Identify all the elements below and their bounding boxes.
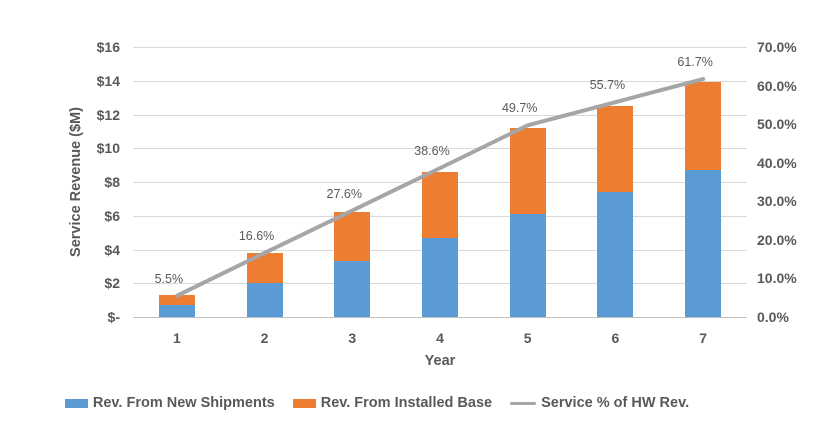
legend-label: Rev. From New Shipments — [92, 395, 275, 411]
x-axis-line — [133, 317, 747, 318]
bar-segment-new-shipments — [509, 214, 546, 317]
service-percent-line — [174, 77, 706, 298]
left-axis-tick: $16 — [96, 39, 120, 55]
x-axis-tick: 4 — [436, 330, 444, 346]
bar-segment-installed-base — [685, 82, 722, 171]
x-axis-tick: 1 — [172, 330, 181, 346]
line-data-label: 61.7% — [677, 55, 713, 69]
bar-segment-new-shipments — [422, 237, 458, 317]
x-axis-title: Year — [424, 353, 456, 369]
right-axis-tick: 10.0% — [757, 270, 797, 287]
line-data-label: 5.5% — [154, 271, 184, 286]
left-axis-tick: $2 — [104, 275, 120, 292]
x-axis-tick: 3 — [348, 330, 357, 346]
line-data-label: 27.6% — [326, 186, 362, 201]
x-axis-tick: 7 — [699, 330, 708, 346]
legend-color-swatch — [64, 398, 88, 408]
gridline — [133, 80, 747, 82]
bar-segment-installed-base — [509, 128, 546, 215]
right-axis-tick: 60.0% — [757, 77, 797, 94]
right-axis-tick: 20.0% — [757, 231, 797, 248]
left-axis-tick: $10 — [96, 140, 120, 157]
bar-segment-installed-base — [334, 212, 371, 262]
bar-segment-new-shipments — [246, 283, 283, 317]
left-axis-tick: $14 — [96, 72, 120, 89]
bar-segment-installed-base — [158, 295, 195, 306]
legend-label: Service % of HW Rev. — [541, 395, 690, 411]
gridline — [133, 114, 747, 116]
legend-label: Rev. From Installed Base — [320, 395, 493, 411]
bar-segment-new-shipments — [334, 261, 371, 317]
legend-item-new-shipments: Rev. From New Shipments — [64, 395, 275, 411]
line-data-label: 55.7% — [589, 78, 626, 93]
bar-segment-new-shipments — [685, 170, 722, 317]
x-axis-tick: 5 — [523, 330, 532, 346]
right-axis-tick: 30.0% — [757, 193, 797, 210]
right-axis-tick: 70.0% — [757, 39, 797, 55]
right-axis-tick: 40.0% — [757, 154, 797, 171]
line-data-label: 16.6% — [238, 228, 275, 243]
bar-segment-new-shipments — [597, 192, 634, 317]
left-axis-tick: $12 — [96, 106, 120, 123]
gridline — [133, 47, 747, 48]
line-data-label: 38.6% — [414, 144, 450, 159]
plot-area: 5.5% 16.6% 27.6% 38.6% 49.7% 55.7% 61.7% — [133, 47, 747, 318]
bar-segment-new-shipments — [158, 305, 195, 317]
gridline — [133, 148, 747, 150]
x-axis-tick: 2 — [260, 330, 269, 346]
legend: Rev. From New Shipments Rev. From Install… — [0, 395, 754, 411]
legend-line-swatch — [510, 401, 537, 405]
left-axis-tick: $4 — [104, 241, 120, 258]
right-axis-tick: 0.0% — [757, 309, 789, 325]
bar-segment-installed-base — [422, 171, 458, 238]
legend-color-swatch — [292, 398, 316, 408]
line-data-label: 49.7% — [501, 101, 538, 116]
left-axis-tick: $8 — [104, 174, 120, 190]
legend-item-service-percent: Service % of HW Rev. — [510, 395, 689, 411]
x-axis-tick: 6 — [611, 330, 620, 346]
legend-item-installed-base: Rev. From Installed Base — [292, 395, 493, 411]
left-axis-tick: $- — [107, 309, 120, 325]
right-axis-tick: 50.0% — [757, 116, 797, 133]
left-axis-tick: $6 — [104, 207, 120, 224]
bar-segment-installed-base — [597, 106, 634, 193]
